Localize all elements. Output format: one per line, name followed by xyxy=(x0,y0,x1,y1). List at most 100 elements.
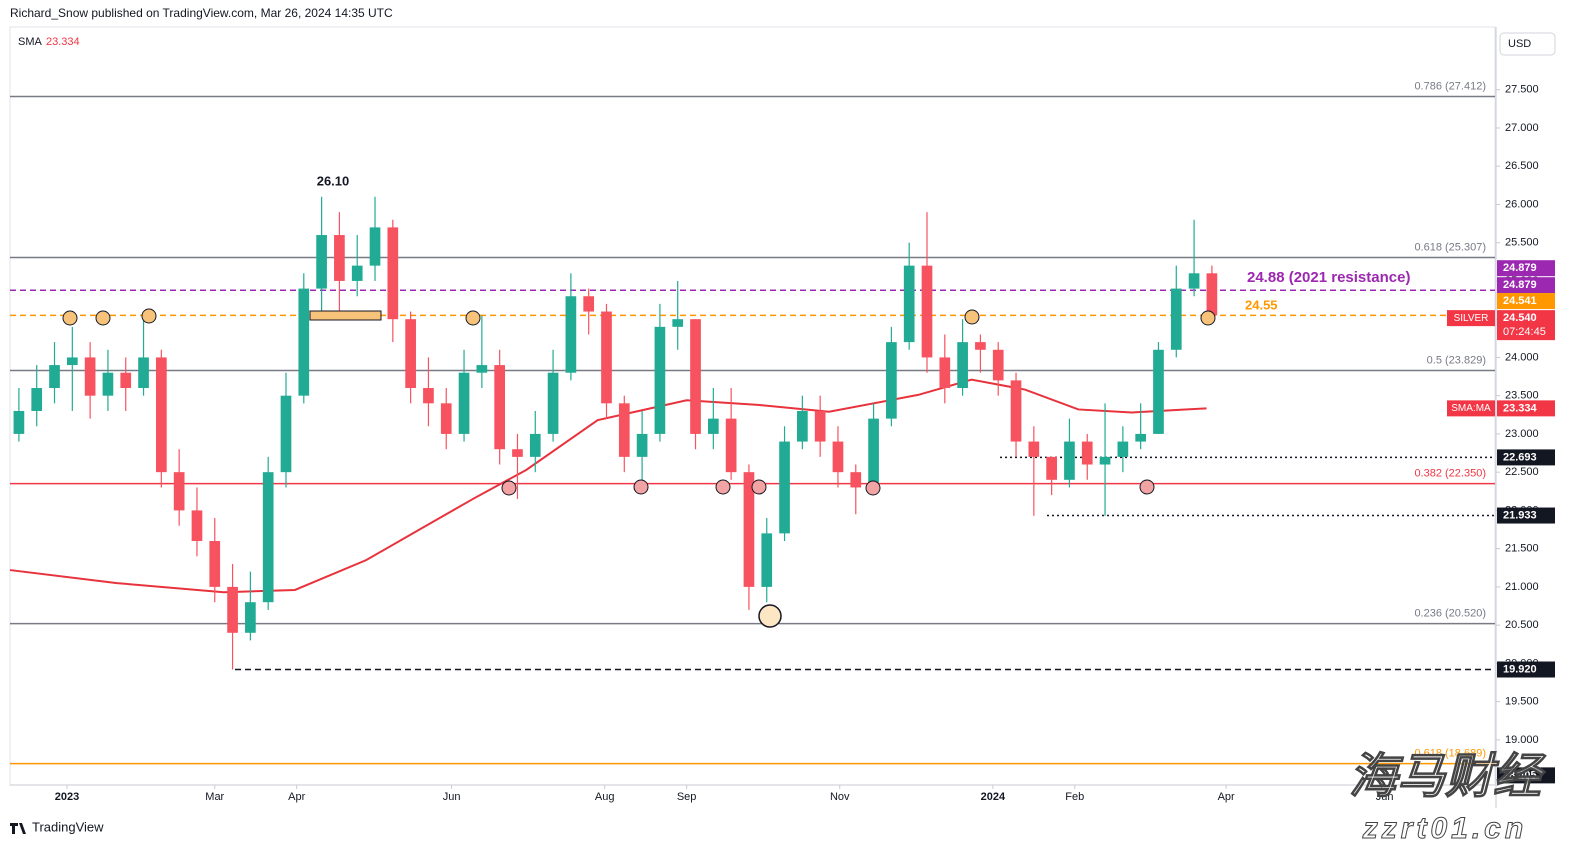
candle-body xyxy=(458,372,470,434)
price-tag-label: 24.540 xyxy=(1503,312,1537,324)
candle-body xyxy=(529,433,541,457)
price-tag xyxy=(1497,293,1555,310)
candle-body xyxy=(1046,456,1057,480)
touch-marker xyxy=(95,310,111,326)
candle-body xyxy=(13,410,25,434)
candle-body xyxy=(1135,433,1147,442)
candle-body xyxy=(191,510,203,542)
price-tag-label: 19.920 xyxy=(1503,663,1537,675)
candle-body xyxy=(245,602,256,633)
x-tick-label: Jun xyxy=(443,791,461,803)
candle-body xyxy=(707,418,719,434)
candle-body xyxy=(494,365,505,450)
x-tick-label: Jun xyxy=(1376,791,1394,803)
candle-body xyxy=(512,449,523,457)
candle-body xyxy=(1117,441,1129,457)
candle-body xyxy=(1099,456,1111,465)
candle-body xyxy=(832,441,844,473)
price-tag xyxy=(1497,767,1555,784)
candle-body xyxy=(1188,273,1200,289)
candle-body xyxy=(102,372,114,396)
price-tag-name: SILVER xyxy=(1454,313,1489,324)
candle-body xyxy=(547,372,559,434)
candle-body xyxy=(1064,441,1075,480)
level-label: 0.786 (27.412) xyxy=(1414,80,1486,92)
y-tick-label: 26.500 xyxy=(1505,160,1539,172)
level-label: 0.618 (18.689) xyxy=(1414,748,1486,760)
candle-body xyxy=(1081,441,1093,465)
y-tick-label: 26.000 xyxy=(1505,198,1539,210)
y-tick-label: 19.500 xyxy=(1505,696,1539,708)
price-tag xyxy=(1497,449,1555,466)
candle-body xyxy=(690,319,701,434)
logo: TradingView xyxy=(10,819,104,834)
price-tag xyxy=(1497,661,1555,678)
price-tag-label: 22.693 xyxy=(1503,451,1537,463)
price-tag xyxy=(1497,277,1555,294)
touch-marker xyxy=(1200,310,1216,326)
touch-marker xyxy=(964,309,980,325)
candle-body xyxy=(280,395,292,473)
zone-marker xyxy=(309,310,382,321)
x-tick-label: Sep xyxy=(677,791,697,803)
currency[interactable]: USD xyxy=(1508,38,1531,50)
candle-body xyxy=(351,265,363,281)
candle-body xyxy=(672,319,684,327)
touch-marker xyxy=(465,310,481,326)
candle-body xyxy=(1206,273,1218,316)
candle-body xyxy=(1010,380,1022,442)
candle-body xyxy=(66,357,78,366)
price-tag xyxy=(1497,507,1555,524)
candle-body xyxy=(49,365,60,389)
x-tick-label: 2024 xyxy=(981,791,1006,803)
low-marker xyxy=(758,604,782,628)
annotation: 26.10 xyxy=(317,173,350,188)
price-tag-name: SMA:MA xyxy=(1451,403,1491,414)
candle-body xyxy=(1153,349,1164,434)
watermark: zzrt01.cn xyxy=(1362,812,1527,845)
candle-body xyxy=(298,288,310,396)
currency-button[interactable] xyxy=(1499,32,1556,56)
candle-body xyxy=(316,235,327,289)
price-tag xyxy=(1497,400,1555,417)
candle-body xyxy=(227,586,238,633)
price-tag-name-box xyxy=(1447,400,1495,417)
touch-marker xyxy=(62,310,78,326)
x-tick-label: 2023 xyxy=(55,791,79,803)
level-label: 0.236 (20.520) xyxy=(1414,608,1486,620)
indicator-name: SMA xyxy=(18,36,43,48)
price-tag-label: 21.933 xyxy=(1503,509,1537,521)
candle-body xyxy=(405,319,416,389)
price-tag-label: 24.879 xyxy=(1503,279,1537,291)
y-tick-label: 21.500 xyxy=(1505,543,1539,555)
level-label: 0.5 (23.829) xyxy=(1427,354,1486,366)
candle-body xyxy=(654,326,666,434)
candle-body xyxy=(369,227,381,266)
candle-body xyxy=(387,227,399,320)
candle-body xyxy=(903,265,915,343)
y-tick-label: 22.500 xyxy=(1505,466,1539,478)
candle-body xyxy=(440,403,452,434)
price-tag xyxy=(1497,260,1555,277)
y-tick-label: 20.500 xyxy=(1505,619,1539,631)
brand: TradingView xyxy=(32,819,104,834)
candle-body xyxy=(601,311,612,404)
x-tick-label: Apr xyxy=(1218,791,1235,803)
candle-body xyxy=(850,472,862,488)
candle-body xyxy=(1170,288,1182,350)
y-tick-label: 25.500 xyxy=(1505,237,1539,249)
candle-body xyxy=(725,418,737,473)
candle-body xyxy=(84,357,96,396)
x-tick-label: Mar xyxy=(205,791,224,803)
candle-body xyxy=(583,296,595,312)
candle-body xyxy=(921,265,933,358)
annotations-layer xyxy=(62,308,1216,628)
support-marker xyxy=(501,480,517,496)
candle-body xyxy=(1028,441,1040,457)
x-tick-label: Feb xyxy=(1065,791,1084,803)
candle-body xyxy=(138,357,149,389)
price-tag-time: 07:24:45 xyxy=(1503,326,1546,338)
